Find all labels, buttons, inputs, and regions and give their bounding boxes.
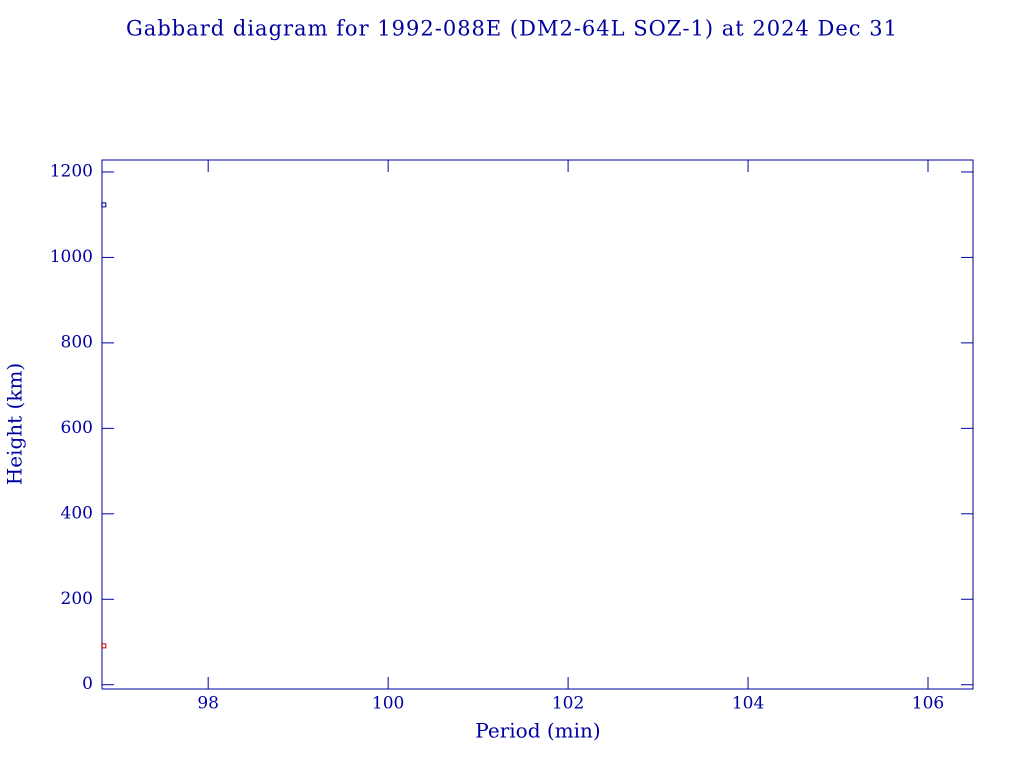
y-tick-label: 0 [82, 674, 93, 694]
y-tick-label: 400 [61, 503, 93, 523]
y-axis-label: Height (km) [3, 363, 27, 485]
x-tick-label: 106 [912, 694, 944, 714]
y-tick-label: 200 [61, 589, 93, 609]
x-tick-label: 102 [552, 694, 584, 714]
x-tick-label: 104 [732, 694, 764, 714]
y-tick-label: 1000 [50, 247, 93, 267]
x-tick-label: 98 [197, 694, 219, 714]
point [101, 202, 107, 208]
y-tick-label: 1200 [50, 161, 93, 181]
x-tick-label: 100 [372, 694, 404, 714]
plot-frame [101, 159, 974, 690]
chart-title: Gabbard diagram for 1992-088E (DM2-64L S… [126, 17, 898, 41]
y-tick-label: 600 [61, 418, 93, 438]
x-axis-label: Period (min) [475, 719, 600, 743]
y-tick-label: 800 [61, 332, 93, 352]
point [101, 643, 107, 649]
